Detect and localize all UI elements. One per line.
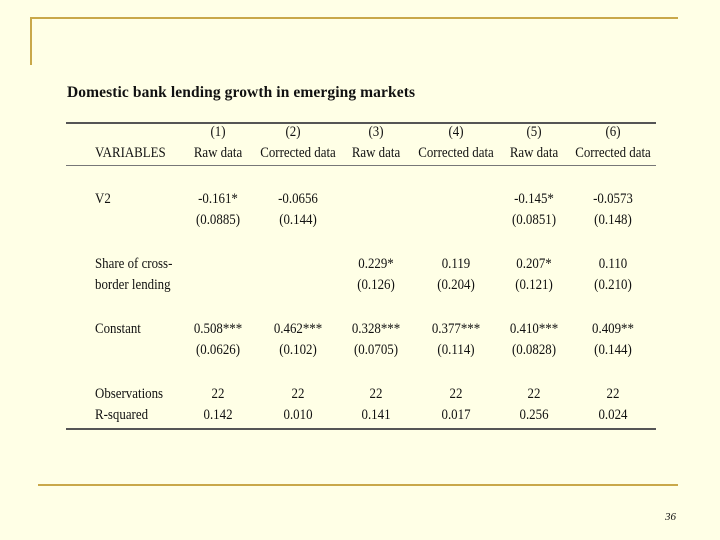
row-label-constant: Constant: [95, 321, 141, 337]
se-cell: (0.210): [594, 277, 632, 293]
se-cell: (0.126): [357, 277, 395, 293]
obs-cell: 22: [369, 386, 383, 402]
obs-cell: 22: [606, 386, 620, 402]
rsq-cell: 0.142: [203, 407, 233, 423]
se-cell: (0.204): [437, 277, 475, 293]
rsq-cell: 0.010: [283, 407, 313, 423]
obs-cell: 22: [449, 386, 463, 402]
coef-cell: -0.161*: [198, 191, 238, 207]
obs-cell: 22: [527, 386, 541, 402]
table-bottom-rule: [66, 428, 656, 430]
coef-cell: 0.229*: [358, 256, 394, 272]
coef-cell: 0.119: [441, 256, 471, 272]
variables-header: VARIABLES: [95, 145, 166, 161]
table-header-rule: [66, 165, 656, 166]
coef-cell: -0.145*: [514, 191, 554, 207]
col-label: Corrected data: [418, 145, 494, 161]
row-label-v2: V2: [95, 191, 111, 207]
se-cell: (0.0705): [353, 342, 399, 358]
coef-cell: 0.110: [598, 256, 628, 272]
frame-top-line: [30, 17, 678, 19]
frame-bottom-line: [38, 484, 678, 486]
row-label-share-line1: Share of cross-: [95, 256, 173, 272]
coef-cell: 0.410***: [509, 321, 559, 337]
slide-number: 36: [665, 511, 676, 523]
se-cell: (0.0851): [511, 212, 557, 228]
obs-cell: 22: [211, 386, 225, 402]
se-cell: (0.144): [279, 212, 317, 228]
coef-cell: -0.0656: [278, 191, 318, 207]
col-label: Corrected data: [260, 145, 336, 161]
coef-cell: 0.377***: [431, 321, 481, 337]
obs-cell: 22: [291, 386, 305, 402]
rsq-cell: 0.024: [598, 407, 628, 423]
col-label: Raw data: [351, 145, 401, 161]
rsq-cell: 0.141: [361, 407, 391, 423]
se-cell: (0.0828): [511, 342, 557, 358]
coef-cell: 0.328***: [351, 321, 401, 337]
slide-title: Domestic bank lending growth in emerging…: [67, 84, 416, 101]
col-number: (2): [285, 124, 301, 140]
rsq-cell: 0.256: [519, 407, 549, 423]
col-label: Corrected data: [575, 145, 651, 161]
se-cell: (0.148): [594, 212, 632, 228]
se-cell: (0.121): [515, 277, 553, 293]
col-label: Raw data: [509, 145, 559, 161]
coef-cell: 0.462***: [273, 321, 323, 337]
table-top-rule: [66, 122, 656, 124]
se-cell: (0.0885): [195, 212, 241, 228]
se-cell: (0.144): [594, 342, 632, 358]
col-number: (3): [368, 124, 384, 140]
row-label-observations: Observations: [95, 386, 164, 402]
se-cell: (0.114): [437, 342, 475, 358]
rsq-cell: 0.017: [441, 407, 471, 423]
coef-cell: 0.409**: [592, 321, 634, 337]
se-cell: (0.102): [279, 342, 317, 358]
coef-cell: -0.0573: [593, 191, 633, 207]
frame-left-line: [30, 17, 32, 65]
col-label: Raw data: [193, 145, 243, 161]
coef-cell: 0.508***: [193, 321, 243, 337]
col-number: (5): [526, 124, 542, 140]
coef-cell: 0.207*: [516, 256, 552, 272]
col-number: (6): [605, 124, 621, 140]
row-label-share-line2: border lending: [95, 277, 171, 293]
row-label-rsquared: R-squared: [95, 407, 149, 423]
col-number: (1): [210, 124, 226, 140]
col-number: (4): [448, 124, 464, 140]
se-cell: (0.0626): [195, 342, 241, 358]
